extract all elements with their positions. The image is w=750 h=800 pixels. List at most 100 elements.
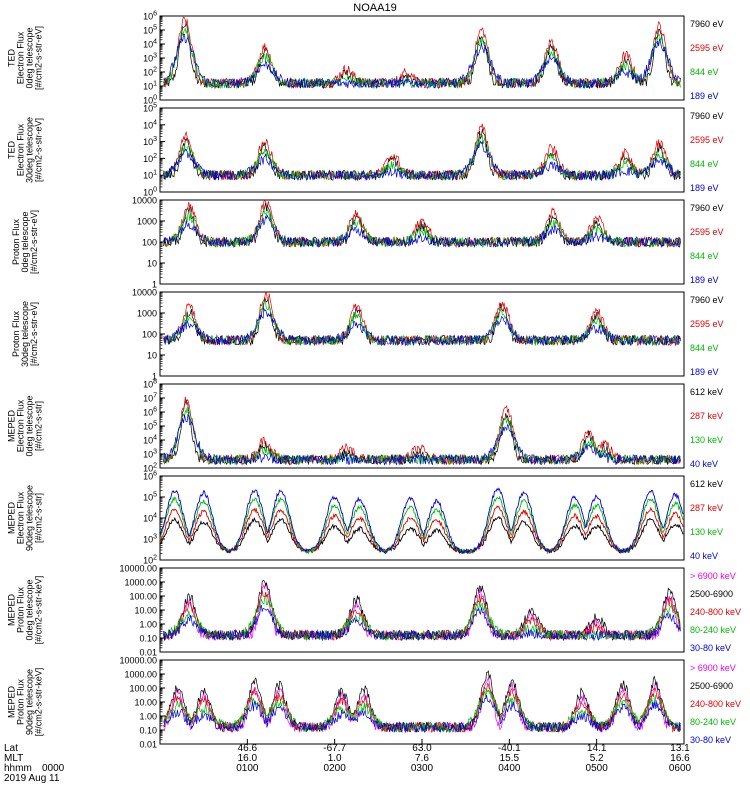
y-tick-label: 10.00 xyxy=(134,606,157,616)
y-tick-label: 102 xyxy=(143,67,157,78)
y-tick-label: 104 xyxy=(143,435,157,446)
y-axis-label: Electron Flux xyxy=(16,123,26,176)
series-trace xyxy=(163,582,681,642)
legend-entry: 30-80 keV xyxy=(690,643,731,653)
legend-entry: 7960 eV xyxy=(690,203,724,213)
y-axis-label: [#/cm2-s-str] xyxy=(34,493,44,543)
series-trace xyxy=(163,683,681,734)
series-trace xyxy=(159,515,684,555)
y-axis-label: 90deg telescope xyxy=(25,669,35,735)
series-trace xyxy=(163,33,681,90)
panel-2: 100 101 102 103 104 105 TED Electron Flux 30deg … xyxy=(7,103,724,198)
y-tick-label: 105 xyxy=(143,103,157,114)
y-axis-label: [#/cm2-s-str-eV] xyxy=(34,118,44,182)
y-tick-label: 100.00 xyxy=(129,592,157,602)
y-axis-label: MEPED xyxy=(7,594,17,627)
legend-entry: 189 eV xyxy=(690,275,719,285)
y-tick-label: 100 xyxy=(143,95,157,106)
first-hhmm-label: 0000 xyxy=(42,763,65,774)
y-axis-label: Electron Flux xyxy=(16,491,26,544)
y-tick-label: 10 xyxy=(147,351,157,361)
y-axis-label: Proton Flux xyxy=(16,586,26,633)
y-tick-label: 1.00 xyxy=(139,712,157,722)
legend-entry: 2595 eV xyxy=(690,319,724,329)
series-trace xyxy=(163,688,681,733)
x-tick-label-mlt: 7.6 xyxy=(415,753,429,764)
y-axis-label: Proton Flux xyxy=(11,310,21,357)
y-tick-label: 0.01 xyxy=(139,740,157,750)
y-tick-label: 103 xyxy=(143,136,157,147)
y-tick-label: 108 xyxy=(143,379,157,390)
figure-title: NOAA19 xyxy=(353,2,396,14)
series-trace xyxy=(163,297,681,347)
legend-entry: > 6900 keV xyxy=(690,571,736,581)
y-tick-label: 100.00 xyxy=(129,684,157,694)
panel-3: 1 10 100 1000 10000 Proton Flux 0deg telescope… xyxy=(11,196,724,290)
legend-entry: 240-800 keV xyxy=(690,607,741,617)
x-tick-label-hhmm: 0500 xyxy=(586,763,609,774)
y-axis-label: MEPED xyxy=(7,502,17,535)
legend-entry: 189 eV xyxy=(690,91,719,101)
legend-entry: 612 keV xyxy=(690,479,723,489)
series-trace xyxy=(163,695,681,734)
legend-entry: 30-80 keV xyxy=(690,735,731,745)
series-trace xyxy=(163,590,681,641)
legend-entry: 612 keV xyxy=(690,387,723,397)
legend-entry: 844 eV xyxy=(690,251,719,261)
y-axis-label: [#/cm2-s-str-keV] xyxy=(34,576,44,645)
x-tick-label-hhmm: 0400 xyxy=(498,763,521,774)
y-axis-label: MEPED xyxy=(7,410,17,443)
y-tick-label: 100 xyxy=(142,330,157,340)
y-tick-label: 1.00 xyxy=(139,620,157,630)
y-tick-label: 104 xyxy=(143,513,157,524)
x-tick-label-mlt: 15.5 xyxy=(500,753,520,764)
y-tick-label: 101 xyxy=(143,170,157,181)
y-tick-label: 1 xyxy=(152,280,157,290)
legend-entry: 130 keV xyxy=(690,435,723,445)
y-axis-label: Proton Flux xyxy=(11,218,21,265)
y-tick-label: 1000 xyxy=(137,309,157,319)
series-trace xyxy=(163,207,681,249)
y-axis-label: 0deg telescope xyxy=(25,27,35,88)
legend-entry: 40 keV xyxy=(690,459,718,469)
y-tick-label: 1000.00 xyxy=(124,578,157,588)
legend-entry: 287 keV xyxy=(690,411,723,421)
panel-1: 100 101 102 103 104 105 106 TED Electron Flux 0de… xyxy=(7,11,724,106)
legend-entry: 2500-6900 xyxy=(690,681,733,691)
y-tick-label: 105 xyxy=(143,421,157,432)
panel-4: 1 10 100 1000 10000 Proton Flux 30deg telescop… xyxy=(11,288,724,382)
y-tick-label: 104 xyxy=(143,119,157,130)
legend-entry: 7960 eV xyxy=(690,111,724,121)
x-tick-label-hhmm: 0200 xyxy=(324,763,347,774)
series-trace xyxy=(159,487,684,555)
legend-entry: 844 eV xyxy=(690,67,719,77)
x-tick-label-hhmm: 0300 xyxy=(411,763,434,774)
y-tick-label: 107 xyxy=(143,393,157,404)
y-tick-label: 103 xyxy=(143,53,157,64)
y-axis-label: [#/cm2-s-str] xyxy=(34,401,44,451)
series-trace xyxy=(163,604,681,642)
series-trace xyxy=(163,670,681,733)
y-axis-label: TED xyxy=(7,48,17,67)
series-trace xyxy=(163,140,681,182)
x-tick-label-lat: 46.6 xyxy=(238,743,258,754)
legend-entry: 7960 eV xyxy=(690,295,724,305)
y-tick-label: 103 xyxy=(143,534,157,545)
y-axis-label: MEPED xyxy=(7,686,17,719)
x-tick-label-lat: 63.0 xyxy=(412,743,432,754)
legend-entry: 189 eV xyxy=(690,367,719,377)
panel-frame xyxy=(159,107,685,193)
x-tick-label-mlt: 1.0 xyxy=(328,753,342,764)
legend-entry: 7960 eV xyxy=(690,19,724,29)
y-tick-label: 10000.00 xyxy=(119,656,157,666)
series-trace xyxy=(159,505,684,555)
y-tick-label: 1 xyxy=(152,372,157,382)
y-tick-label: 10000 xyxy=(132,288,157,298)
y-tick-label: 10 xyxy=(147,259,157,269)
y-tick-label: 102 xyxy=(143,153,157,164)
x-tick-label-mlt: 5.2 xyxy=(590,753,604,764)
y-axis-label: Proton Flux xyxy=(16,678,26,725)
series-trace xyxy=(163,307,681,347)
